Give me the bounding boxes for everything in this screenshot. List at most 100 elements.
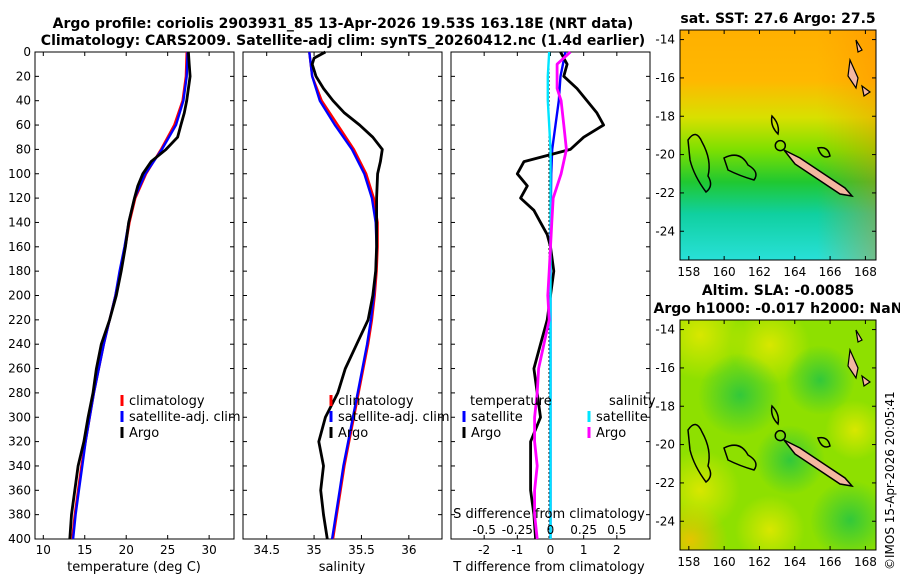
series-line-climatology [71,51,188,540]
sst-lon-ticks: 158 160 162 164 166 168 [677,30,877,279]
argo-position-marker [774,429,787,442]
new-caledonia-island [783,149,854,198]
reef-outline-east [817,146,831,158]
s-tick-label: 0 [547,523,555,537]
difference-series [515,50,605,540]
sla-anomaly-blob [680,502,728,550]
y-tick-label: 180 [8,264,31,278]
sla-anomaly-blob [698,353,782,437]
x-tick-label: 15 [77,543,92,557]
legend-temperature-title: temperature [470,394,552,409]
vanuatu-island [847,57,859,90]
legend-argo-label: Argo [129,426,159,441]
s-difference-ticks: -0.5 -0.25 0 0.25 0.5 [472,523,626,537]
series-line-satellite-adj-clim [308,51,378,540]
lon-tick-label: 166 [819,555,842,569]
y-tick-label: 380 [8,508,31,522]
lon-tick-label: 160 [713,555,736,569]
temperature-xlabel: temperature (deg C) [67,560,201,575]
x-tick-label: 20 [119,543,134,557]
x-tick-label: -1 [511,543,523,557]
difference-panel: -2 -1 0 1 2 S difference from climatology -0… [450,50,656,575]
temperature-y-ticks: 0 20 40 60 80 100 120 140 160 180 200 220 240 260 280 3… [8,45,234,546]
lat-tick-label: -20 [655,148,675,162]
y-tick-label: 300 [8,410,31,424]
lon-tick-label: 168 [854,555,877,569]
difference-y-ticks [451,51,650,540]
lat-tick-label: -24 [655,224,675,238]
x-tick-label: 36 [401,543,416,557]
s-tick-label: 0.5 [607,523,626,537]
new-caledonia-island [783,439,854,488]
y-tick-label: 20 [16,69,31,83]
x-tick-label: 10 [36,543,51,557]
lat-tick-label: -18 [655,109,675,123]
y-tick-label: 260 [8,362,31,376]
reef-outline-north [770,114,780,136]
x-tick-label: 1 [580,543,588,557]
sla-map-panel: Altim. SLA: -0.0085 Argo h1000: -0.017 h… [654,283,900,569]
legend-climatology-label: climatology [129,394,205,409]
legend-salinity-title: salinity [609,394,656,409]
y-tick-label: 160 [8,240,31,254]
y-tick-label: 100 [8,167,31,181]
vanuatu-island-north [855,39,863,53]
chesterfield-reef-outline [687,423,712,484]
vanuatu-island-north [855,329,863,343]
temperature-series [68,51,192,540]
x-tick-label: 34.5 [253,543,280,557]
lat-tick-label: -16 [655,361,675,375]
y-tick-label: 40 [16,94,31,108]
temperature-panel: 0 20 40 60 80 100 120 140 160 180 200 220 240 260 280 3… [8,45,241,575]
reef-outline [723,154,757,181]
difference-legend: temperature satellite Argo salinity sate… [462,394,656,441]
lon-tick-label: 164 [783,265,806,279]
y-tick-label: 0 [23,45,31,59]
s-difference-label: S difference from climatology [453,507,645,522]
sst-map-frame [679,29,877,261]
sla-anomaly-blob [810,480,876,550]
x-tick-label: 25 [160,543,175,557]
y-tick-label: 360 [8,483,31,497]
sst-map-title: sat. SST: 27.6 Argo: 27.5 [680,11,875,27]
argo-position-marker [774,139,787,152]
figure-title-line2: Climatology: CARS2009. Satellite-adj cli… [41,33,645,49]
y-tick-label: 220 [8,313,31,327]
y-tick-label: 120 [8,191,31,205]
t-difference-xlabel: T difference from climatology [452,560,645,575]
reef-outline-east [817,436,831,448]
sst-map-panel: sat. SST: 27.6 Argo: 27.5 -14 -16 -18 -20 -2… [655,11,876,279]
temperature-legend: climatology satellite-adj. clim Argo [120,394,241,441]
salinity-xlabel: salinity [319,560,366,575]
sla-coastlines [687,329,872,488]
salinity-y-ticks [243,51,442,540]
sla-anomaly-blob [755,425,825,495]
series-line-satellite-adj-clim [71,51,189,540]
sla-lat-ticks: -14 -16 -18 -20 -22 -24 [655,323,876,528]
salinity-x-ticks: 34.5 35 35.5 36 [253,52,416,557]
lat-tick-label: -14 [655,33,675,47]
y-tick-label: 340 [8,459,31,473]
legend-satellite-label: satellite-adj. clim [338,410,450,425]
sla-anomaly-blob [825,400,876,460]
salinity-legend: climatology satellite-adj. clim Argo [329,394,450,441]
figure-title-line1: Argo profile: coriolis 2903931_85 13-Apr… [53,16,634,32]
x-tick-label: 35.5 [348,543,375,557]
s-tick-label: 0.25 [570,523,597,537]
vanuatu-island [847,347,859,380]
temperature-axes-frame [34,51,235,540]
lon-tick-label: 160 [713,265,736,279]
sla-map-subtitle: Argo h1000: -0.017 h2000: NaN [654,301,900,317]
lat-tick-label: -24 [655,514,675,528]
vanuatu-island-south [861,374,872,387]
lon-tick-label: 158 [677,265,700,279]
lat-tick-label: -20 [655,438,675,452]
sst-field-shading [680,30,876,260]
copyright-credit: ©IMOS 15-Apr-2026 20:05:41 [883,391,897,570]
x-tick-label: 35 [306,543,321,557]
s-tick-label: -0.5 [472,523,495,537]
s-tick-label: -0.25 [502,523,533,537]
x-tick-label: 2 [613,543,621,557]
difference-x-ticks: -2 -1 0 1 2 [478,52,621,557]
